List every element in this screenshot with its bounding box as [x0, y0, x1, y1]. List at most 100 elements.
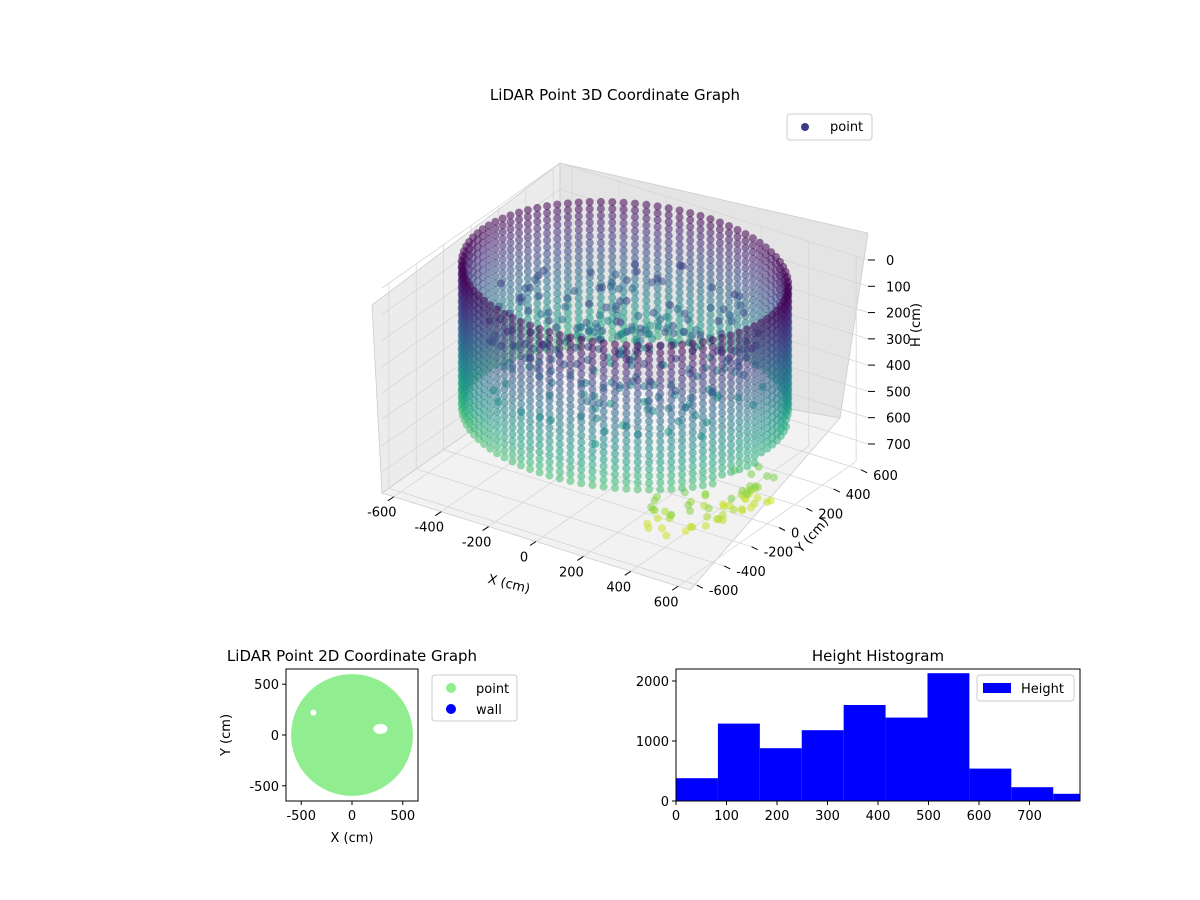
point-3d: [656, 376, 665, 385]
point-3d: [523, 212, 532, 221]
point-3d: [664, 279, 673, 288]
point-3d: [577, 356, 586, 365]
point-3d: [611, 415, 619, 424]
point-3d: [706, 269, 715, 278]
point-3d: [761, 243, 770, 252]
point-3d: [526, 283, 534, 292]
point-3d: [555, 474, 564, 483]
point-3d: [737, 505, 746, 514]
point-3d: [486, 335, 495, 344]
point-3d: [585, 232, 594, 241]
point-3d: [757, 434, 766, 443]
point-3d: [636, 328, 645, 337]
point-3d: [553, 241, 562, 250]
point-3d: [500, 337, 509, 346]
point-3d: [727, 365, 735, 374]
point-3d: [727, 351, 735, 360]
point-3d: [526, 348, 535, 357]
point-3d: [653, 209, 662, 218]
point-3d: [673, 305, 682, 313]
point-3d: [664, 231, 673, 240]
point-3d: [678, 415, 687, 424]
point-3d: [725, 228, 733, 237]
point-3d: [653, 284, 662, 293]
point-3d: [678, 395, 687, 404]
point-3d: [622, 361, 631, 370]
point-3d: [484, 282, 493, 291]
point-3d: [608, 245, 617, 254]
point-3d: [545, 348, 554, 357]
point-3d: [667, 368, 676, 377]
point-3d: [493, 326, 502, 335]
point-3d: [633, 341, 642, 350]
point-3d: [553, 303, 562, 311]
y-tick-label-3d: 400: [846, 488, 871, 503]
point-3d: [645, 485, 654, 494]
point-3d: [588, 385, 597, 394]
point-3d: [526, 383, 535, 391]
point-3d: [535, 434, 544, 443]
point-3d: [696, 218, 705, 227]
point-3d: [500, 350, 509, 359]
point-3d: [696, 287, 705, 296]
point-3d: [585, 252, 594, 261]
point-3d: [622, 423, 631, 432]
point-3d: [517, 324, 525, 333]
point-3d: [535, 365, 544, 374]
point-3d: [631, 260, 639, 269]
point-3d: [656, 348, 665, 357]
histogram-bar: [885, 717, 928, 801]
point-3d: [642, 214, 651, 223]
point-3d: [688, 455, 697, 464]
point-3d: [543, 284, 552, 293]
point-3d: [523, 260, 532, 269]
point-3d: [553, 255, 562, 264]
point-3d: [574, 280, 583, 289]
point-3d: [763, 321, 772, 330]
point-3d: [552, 323, 561, 332]
point-3d: [608, 211, 617, 220]
point-3d: [675, 288, 684, 297]
z-tick-label-3d: 500: [886, 385, 911, 400]
point-3d: [533, 231, 542, 240]
point-3d: [588, 378, 597, 387]
point-3d: [653, 291, 662, 300]
point-3d: [656, 362, 665, 371]
point-3d: [678, 381, 687, 390]
point-3d: [743, 489, 751, 498]
point-3d: [500, 357, 509, 366]
point-3d: [608, 293, 617, 302]
point-3d: [649, 308, 658, 317]
point-3d: [714, 515, 723, 524]
point-3d: [733, 239, 742, 248]
point-3d: [750, 376, 759, 385]
point-3d: [696, 307, 705, 316]
point-3d: [735, 342, 744, 351]
point-3d: [506, 293, 515, 302]
point-3d: [526, 369, 535, 378]
point-3d: [585, 280, 594, 288]
point-3d: [755, 245, 764, 254]
point-3d: [733, 267, 742, 275]
point-3d: [535, 427, 544, 436]
point-3d: [566, 367, 575, 376]
point-3d: [743, 339, 752, 348]
point-3d: [493, 353, 502, 362]
point-3d: [585, 211, 594, 220]
point-3d: [566, 449, 575, 458]
point-3d: [664, 224, 673, 233]
point-3d: [611, 436, 619, 445]
point-3d: [706, 297, 715, 306]
point-3d: [596, 245, 605, 254]
point-3d: [545, 423, 554, 432]
point-3d: [498, 228, 507, 237]
point-3d: [611, 401, 619, 410]
point-3d: [526, 465, 535, 473]
point-3d: [633, 458, 642, 467]
point-3d: [517, 461, 525, 470]
point-3d: [491, 224, 500, 233]
point-3d: [644, 524, 653, 532]
point-3d: [748, 261, 757, 270]
point-3d: [741, 257, 750, 266]
point-3d: [480, 330, 489, 339]
